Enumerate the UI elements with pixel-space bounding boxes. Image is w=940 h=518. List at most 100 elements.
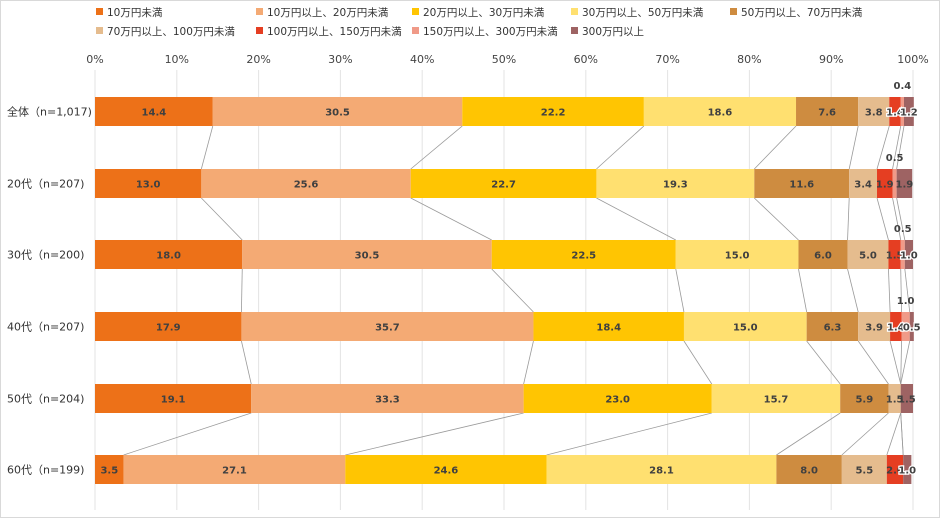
connector-line [675,268,685,313]
connector-line [596,197,676,241]
category-label: 60代（n=199) [7,464,84,477]
bar-segment [900,240,905,269]
connector-line [754,125,797,170]
connector-line [776,412,841,456]
data-label: 6.0 [814,251,832,262]
legend-swatch [256,8,263,15]
connector-line [841,412,889,456]
legend-item: 150万円以上、300万円未満 [412,25,558,39]
x-tick-label: 70% [655,53,679,66]
bar-segment [95,169,202,198]
category-label: 全体（n=1,017) [7,105,92,119]
bar-segment [888,384,901,413]
bar-segment [95,312,242,341]
bar-segment [643,97,797,126]
connector-line [847,197,850,241]
bar-segment [900,384,913,413]
legend-item: 100万円以上、150万円未満 [256,25,402,39]
connector-line [876,197,889,241]
x-tick-label: 90% [819,53,843,66]
legend-item: 20万円以上、30万円未満 [412,6,544,20]
data-label: 22.5 [571,251,596,262]
bar-segment [491,240,676,269]
legend-label: 10万円以上、20万円未満 [267,7,389,19]
data-label: 0.5 [903,323,921,334]
data-label: 2.0 [886,466,904,477]
data-label: 8.0 [800,466,818,477]
connector-line [491,268,534,313]
bar-segment [523,384,712,413]
connector-line [857,340,889,385]
data-label: 11.6 [789,180,814,191]
data-label: 1.9 [896,180,914,191]
bar-segment [95,97,213,126]
legend-label: 150万円以上、300万円未満 [423,26,558,38]
legend-item: 50万円以上、70万円未満 [730,6,862,20]
legend-label: 100万円以上、150万円未満 [267,26,402,38]
connector-line [410,125,463,170]
bar-segment [95,240,243,269]
bar-segment [904,240,913,269]
connector-line [896,197,906,241]
data-label: 1.5 [898,395,916,406]
data-label: 22.7 [491,180,516,191]
data-label: 3.9 [865,323,883,334]
bar-segment [95,384,252,413]
bar-segment [798,240,848,269]
data-label: 23.0 [605,395,630,406]
bar-segment [847,240,889,269]
data-label: 19.1 [161,395,186,406]
bar-segment [849,169,878,198]
category-label: 30代（n=200) [7,249,84,262]
bar-segment [858,312,891,341]
connector-line [889,340,902,385]
data-label: 1.4 [886,108,904,119]
bar-segment [410,169,597,198]
data-label: 3.5 [100,466,118,477]
x-tick-label: 60% [574,53,598,66]
bar-segment [711,384,841,413]
data-label: 1.5 [886,251,904,262]
bar-segment [796,97,859,126]
data-label: 1.5 [886,395,904,406]
bar-segment [889,97,901,126]
x-tick-label: 0% [86,53,103,66]
legend-item: 300万円以上 [571,25,644,39]
bar-segment [892,169,897,198]
connector-line [892,197,902,241]
bar-segment [683,312,807,341]
legend-item: 10万円以上、20万円未満 [256,6,388,20]
x-tick-label: 40% [410,53,434,66]
connector-line [200,125,214,170]
legend-label: 30万円以上、50万円未満 [582,7,704,19]
bar-segment [896,169,913,198]
connector-line [546,412,712,456]
legend-item: 10万円未満 [96,6,162,20]
connector-line [683,340,713,385]
data-label: 24.6 [434,466,459,477]
connector-line [201,197,243,241]
connector-line [900,340,911,385]
data-label: 14.4 [142,108,167,119]
category-label: 40代（n=207) [7,321,84,334]
data-label: 3.8 [865,108,883,119]
connector-line [754,197,799,241]
connector-line [806,340,841,385]
data-label: 6.3 [824,323,842,334]
bar-segment [909,312,914,341]
connector-line [241,340,252,385]
x-tick-label: 50% [492,53,516,66]
bar-segment [900,97,905,126]
data-label: 1.0 [900,251,918,262]
bar-segment [858,97,890,126]
legend-swatch [412,27,419,34]
bar-segment [904,97,914,126]
bar-segment [675,240,799,269]
bar-segment [241,312,534,341]
x-tick-label: 20% [246,53,270,66]
legend-item: 30万円以上、50万円未満 [571,6,703,20]
bar-segment [840,384,889,413]
data-label: 1.0 [897,296,915,307]
data-label: 1.9 [876,180,894,191]
bar-segment [462,97,644,126]
